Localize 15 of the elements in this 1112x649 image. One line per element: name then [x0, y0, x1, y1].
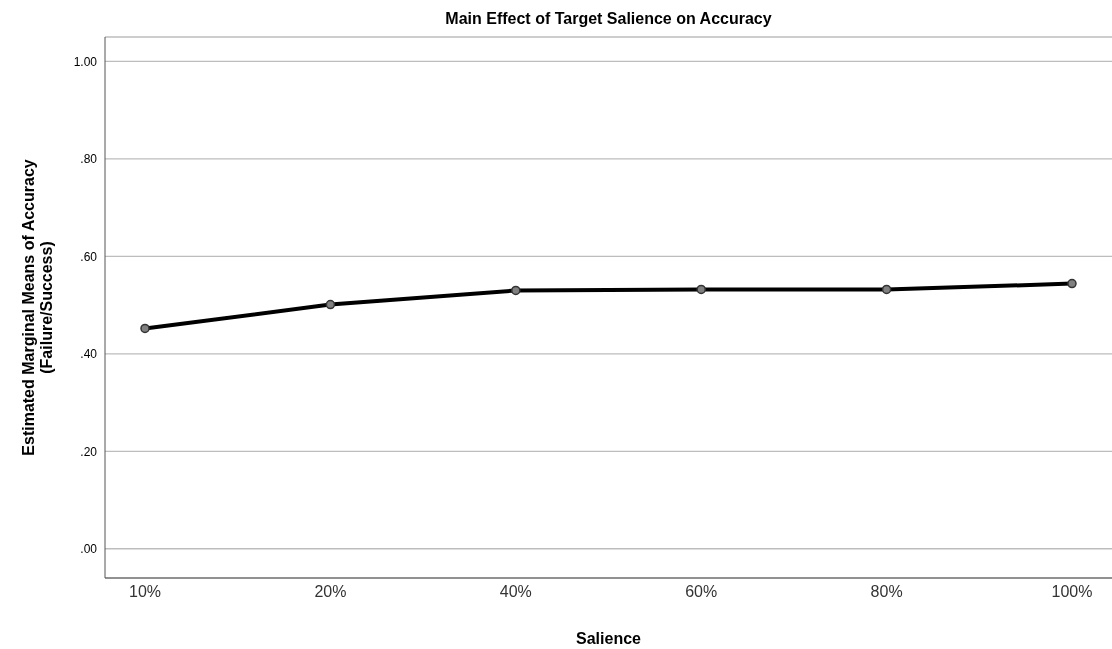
y-tick-label: .20: [80, 444, 98, 459]
x-tick-label: 20%: [314, 583, 347, 601]
x-tick-label: 10%: [128, 583, 162, 601]
y-tick-label: .60: [80, 249, 98, 264]
x-tick-label: 60%: [685, 583, 718, 601]
y-tick-label: .80: [80, 152, 98, 167]
y-tick-label: .40: [80, 347, 98, 362]
x-tick-label: 100%: [1051, 583, 1093, 601]
chart-title: Main Effect of Target Salience on Accuracy: [444, 10, 773, 28]
y-axis-title: Estimated Marginal Means of Accuracy (Failure/Success): [20, 159, 55, 456]
x-tick-label: 40%: [499, 583, 532, 601]
x-tick-label: 80%: [870, 583, 903, 601]
y-tick-label: 1.00: [73, 54, 98, 69]
y-tick-label: .00: [80, 542, 98, 557]
x-axis-title: Salience: [576, 630, 642, 647]
